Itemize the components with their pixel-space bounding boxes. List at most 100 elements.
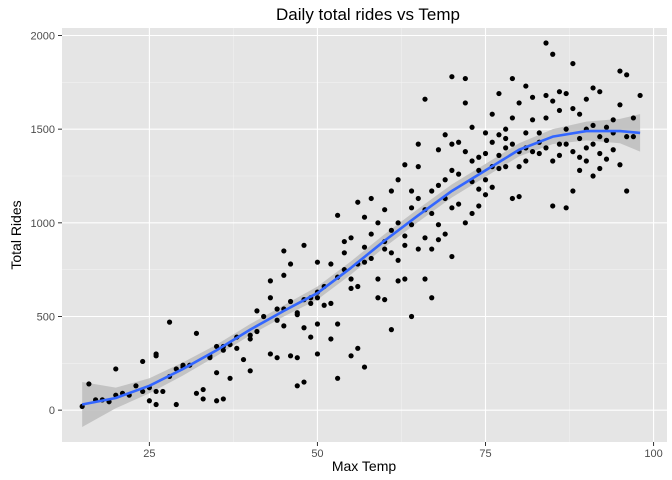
scatter-point (496, 90, 502, 97)
x-tick-label: 25 (143, 448, 155, 460)
scatter-point (355, 283, 361, 290)
scatter-point (247, 332, 253, 338)
scatter-point (301, 325, 307, 331)
scatter-point (482, 130, 489, 136)
scatter-point (402, 242, 408, 248)
scatter-point (422, 276, 428, 282)
scatter-point (630, 115, 636, 121)
scatter-point (113, 366, 119, 372)
scatter-point (456, 139, 462, 145)
scatter-point (429, 210, 435, 217)
scatter-point (435, 147, 442, 153)
scatter-point (348, 276, 354, 282)
scatter-point (254, 308, 260, 314)
scatter-point (624, 134, 630, 140)
scatter-point (301, 379, 307, 385)
scatter-point (193, 330, 200, 336)
scatter-point (234, 345, 240, 351)
scatter-point (429, 295, 435, 301)
scatter-point (348, 285, 354, 291)
scatter-point (429, 188, 435, 194)
x-tick-label: 100 (644, 448, 662, 460)
scatter-point (577, 154, 583, 160)
scatter-point (563, 141, 569, 147)
scatter-point (355, 199, 361, 205)
scatter-point (462, 220, 468, 226)
scatter-point (287, 261, 294, 267)
scatter-point (563, 90, 569, 97)
chart-title: Daily total rides vs Temp (276, 5, 460, 24)
scatter-point (610, 147, 616, 153)
y-tick-label: 500 (37, 311, 55, 323)
scatter-point (496, 152, 502, 158)
scatter-point (550, 158, 556, 164)
scatter-point (408, 313, 415, 320)
scatter-point (429, 246, 435, 252)
scatter-point (435, 237, 442, 243)
scatter-point (617, 68, 623, 74)
x-axis-ticks: 25 50 75 100 (143, 442, 663, 460)
scatter-point (287, 353, 294, 359)
scatter-point (570, 149, 576, 155)
scatter-point (274, 355, 280, 361)
scatter-point (543, 145, 549, 151)
scatter-point (435, 182, 442, 188)
scatter-point (577, 135, 583, 142)
scatter-point (550, 203, 556, 209)
scatter-point (482, 192, 489, 198)
scatter-point (301, 242, 307, 248)
scatter-point (193, 390, 200, 396)
scatter-point (328, 336, 334, 342)
y-axis-ticks: 0 500 1000 1500 2000 (31, 30, 62, 417)
scatter-point (449, 74, 455, 80)
scatter-point (382, 207, 388, 213)
scatter-point (408, 205, 415, 211)
scatter-point (402, 233, 408, 239)
scatter-point (395, 177, 401, 183)
scatter-point (133, 383, 139, 389)
scatter-point (449, 205, 455, 211)
scatter-point (422, 235, 428, 241)
scatter-point (630, 134, 636, 140)
scatter-point (314, 351, 321, 357)
scatter-point (563, 205, 569, 211)
scatter-point (214, 398, 220, 404)
scatter-point (395, 257, 401, 263)
scatter-point (577, 111, 583, 117)
scatter-point (375, 276, 381, 282)
scatter-point (617, 102, 623, 108)
scatter-point (462, 100, 468, 106)
scatter-point (563, 126, 569, 132)
scatter-point (341, 250, 347, 256)
scatter-point (543, 40, 549, 46)
scatter-point (556, 107, 563, 114)
scatter-point (361, 364, 368, 370)
scatter-point (382, 297, 388, 303)
scatter-point (503, 135, 509, 142)
scatter-point (382, 246, 388, 252)
scatter-point (335, 321, 341, 327)
scatter-point (281, 272, 287, 278)
y-tick-label: 1000 (31, 218, 55, 230)
scatter-point (415, 141, 421, 147)
scatter-point (536, 150, 542, 157)
scatter-point (469, 210, 475, 217)
scatter-point (321, 302, 327, 308)
scatter-point (624, 188, 630, 194)
data-points (79, 40, 643, 410)
scatter-point (583, 158, 589, 164)
scatter-point (503, 126, 509, 132)
scatter-point (476, 203, 482, 209)
scatter-point (590, 85, 596, 91)
scatter-point (308, 300, 314, 306)
scatter-point (469, 158, 475, 164)
scatter-point (294, 355, 300, 361)
scatter-point (408, 222, 415, 228)
scatter-point (482, 177, 489, 183)
scatter-point (422, 96, 428, 102)
smooth-fit-line (81, 129, 641, 406)
scatter-point (173, 401, 179, 408)
scatter-point (328, 300, 334, 306)
scatter-point (146, 398, 152, 404)
